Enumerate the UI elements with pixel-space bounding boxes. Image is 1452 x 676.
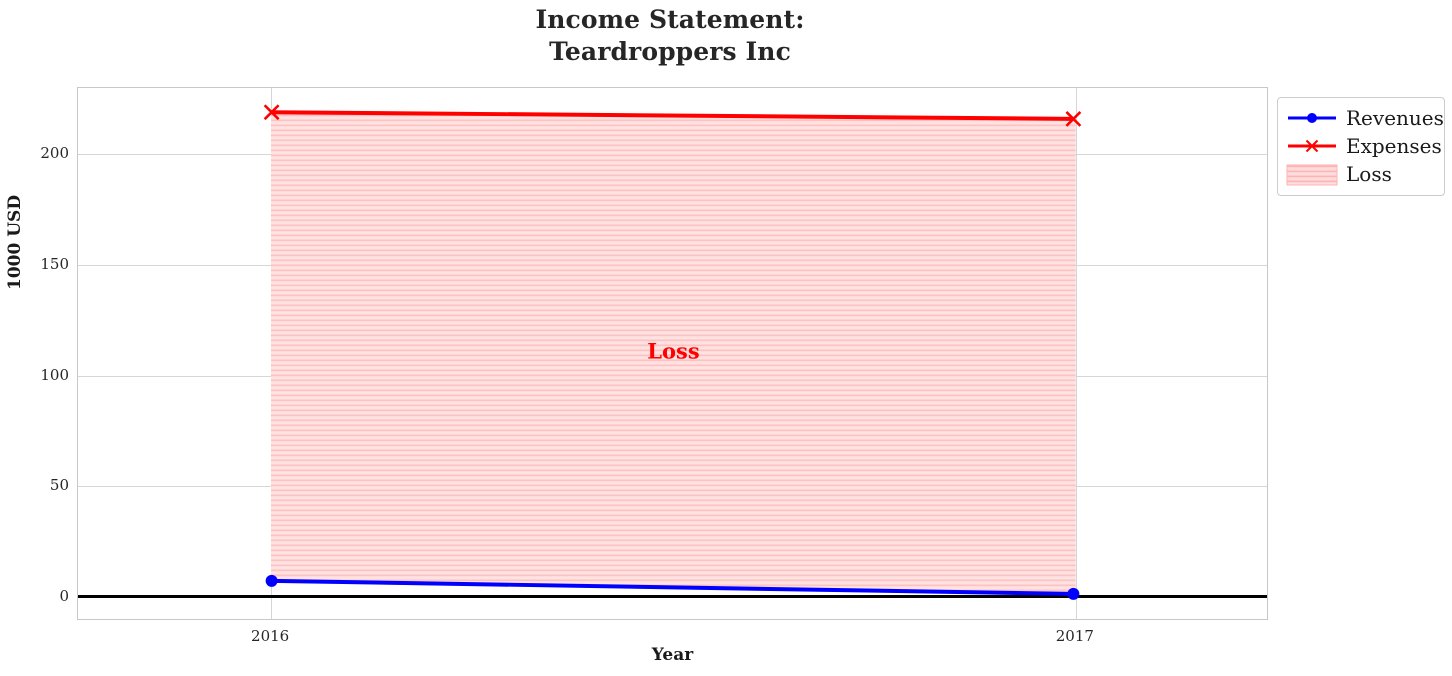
chart-legend: Revenues Expenses <box>1277 97 1445 196</box>
legend-item-revenues[interactable]: Revenues <box>1286 104 1444 132</box>
legend-key-loss-hatched-patch-icon <box>1286 164 1338 186</box>
legend-key-revenues-line-circle-icon <box>1286 108 1338 128</box>
legend-item-loss[interactable]: Loss <box>1286 160 1436 188</box>
legend-key-expenses-line-x-icon <box>1286 136 1338 156</box>
legend-label-loss: Loss <box>1346 162 1392 186</box>
gridline-vertical <box>1075 88 1077 619</box>
y-tick-label: 50 <box>49 476 69 495</box>
x-tick-label: 2017 <box>1055 627 1094 645</box>
chart-title: Income Statement: Teardroppers Inc <box>0 4 1340 68</box>
legend-item-expenses[interactable]: Expenses <box>1286 132 1442 160</box>
chart-title-line-1: Income Statement: <box>535 5 805 34</box>
loss-annotation: Loss <box>647 338 700 364</box>
zero-reference-line <box>78 595 1267 599</box>
y-tick-label: 200 <box>40 144 69 163</box>
chart-title-line-2: Teardroppers Inc <box>549 37 791 66</box>
x-tick-label: 2016 <box>251 627 290 645</box>
y-tick-label: 0 <box>59 586 69 605</box>
y-tick-label: 150 <box>40 255 69 273</box>
y-tick-label: 100 <box>40 365 69 384</box>
legend-label-revenues: Revenues <box>1346 106 1444 130</box>
plot-area: Loss <box>77 87 1268 620</box>
loss-fill-region <box>271 88 1076 621</box>
legend-label-expenses: Expenses <box>1346 134 1442 158</box>
y-axis-label: 1000 USD <box>5 194 25 290</box>
x-axis-label: Year <box>651 645 694 665</box>
